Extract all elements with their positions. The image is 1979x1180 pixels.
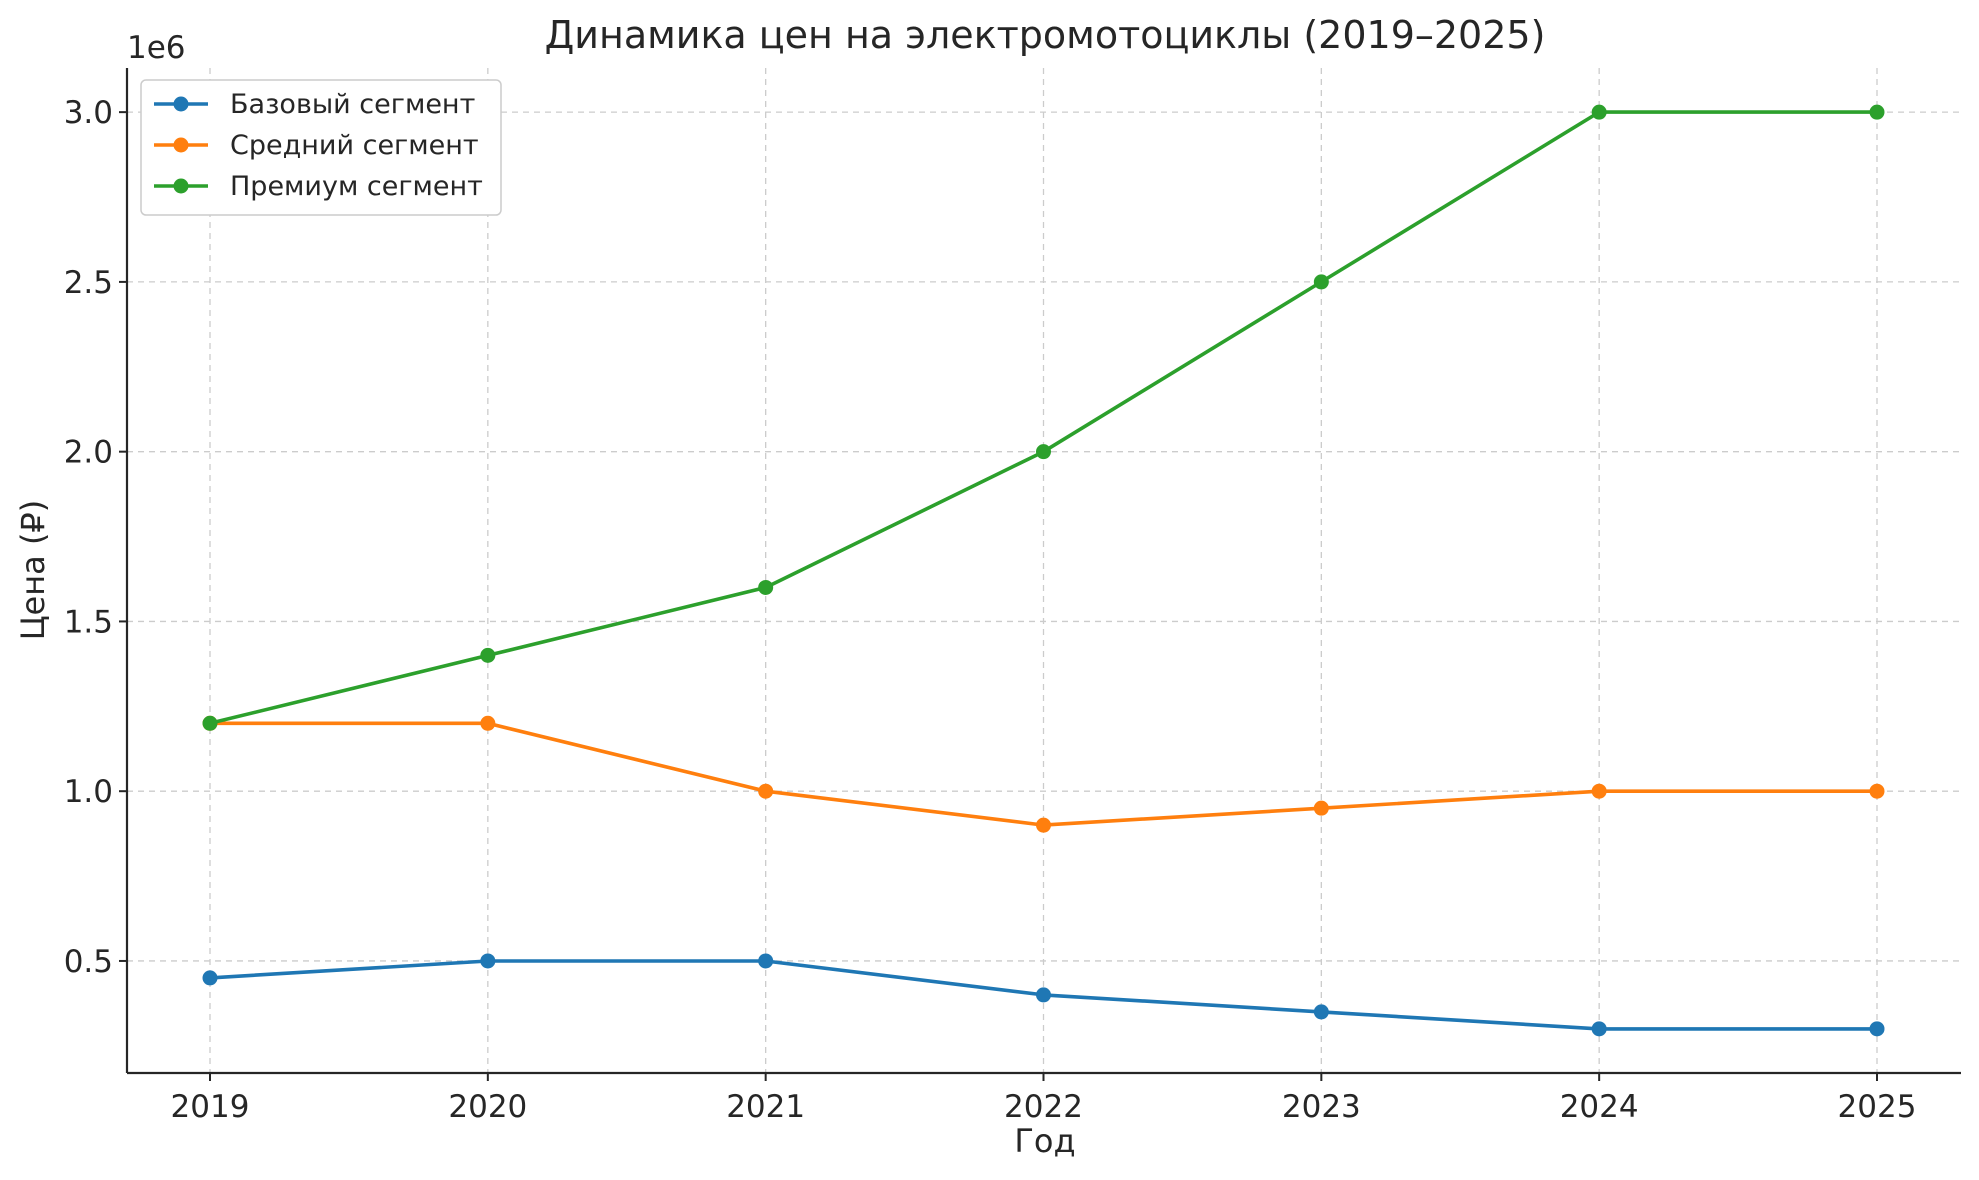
data-point	[1869, 104, 1885, 120]
legend: Базовый сегмент Средний сегмент Премиум се…	[140, 79, 502, 216]
data-point	[758, 783, 774, 799]
data-point	[1313, 1004, 1329, 1020]
legend-label: Премиум сегмент	[230, 171, 483, 202]
data-point	[202, 970, 218, 986]
data-point	[1591, 104, 1607, 120]
y-tick-label: 2.5	[64, 265, 113, 301]
data-point	[1313, 274, 1329, 290]
legend-marker	[173, 137, 189, 153]
series-1	[202, 953, 1885, 1037]
data-point	[1313, 800, 1329, 816]
data-point	[1036, 444, 1051, 460]
x-tick-label: 2020	[448, 1089, 527, 1125]
x-tick-label: 2021	[726, 1089, 805, 1125]
y-tick-label: 1.0	[64, 774, 113, 810]
data-point	[1036, 817, 1051, 833]
x-tick-label: 2025	[1838, 1089, 1917, 1125]
series-2	[202, 715, 1885, 833]
x-tick-label: 2023	[1282, 1089, 1361, 1125]
data-point	[1591, 783, 1607, 799]
data-point	[1591, 1021, 1607, 1037]
x-tick-label: 2019	[171, 1089, 250, 1125]
data-point	[758, 579, 774, 595]
data-point	[480, 953, 496, 969]
x-tick-label: 2024	[1560, 1089, 1639, 1125]
axes: 2019 2020 2021 2022 2023 2024 2025 0.5 1.0 1.5 2.0…	[64, 68, 1961, 1125]
legend-label: Средний сегмент	[230, 130, 479, 161]
data-point	[758, 953, 774, 969]
y-tick-label: 3.0	[64, 95, 113, 131]
y-axis-offset-label: 1e6	[127, 30, 186, 66]
y-axis-label: Цена (₽)	[14, 500, 52, 641]
series-3	[202, 104, 1885, 731]
legend-marker	[173, 178, 189, 194]
data-point	[1869, 1021, 1885, 1037]
legend-label: Базовый сегмент	[230, 89, 475, 120]
y-tick-label: 2.0	[64, 435, 113, 471]
chart-title: Динамика цен на электромотоциклы (2019–2…	[545, 13, 1546, 57]
data-point	[1036, 987, 1051, 1003]
legend-box	[140, 79, 502, 216]
data-point	[480, 715, 496, 731]
x-tick-label: 2022	[1004, 1089, 1083, 1125]
data-point	[202, 715, 218, 731]
y-tick-label: 0.5	[64, 944, 113, 980]
legend-marker	[173, 96, 189, 112]
y-tick-label: 1.5	[64, 604, 113, 640]
x-axis-label: Год	[1014, 1122, 1075, 1160]
data-point	[1869, 783, 1885, 799]
series-layer	[202, 104, 1885, 1037]
data-point	[480, 647, 496, 663]
